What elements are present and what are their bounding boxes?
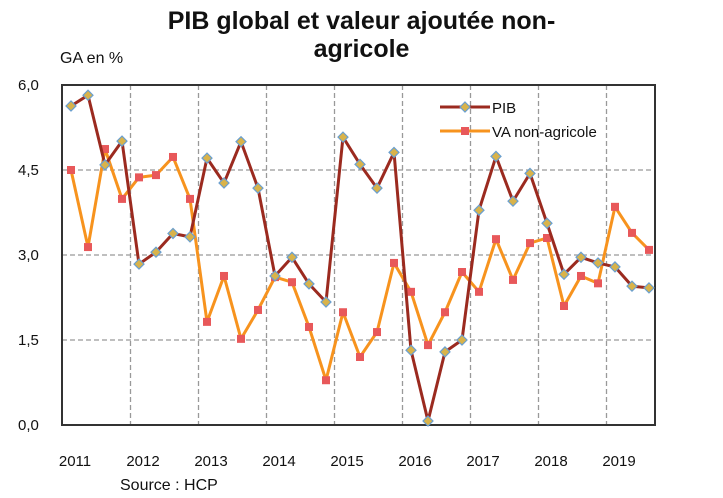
data-point-va — [560, 302, 568, 310]
data-point-pib — [252, 182, 264, 194]
data-point-va — [628, 228, 636, 237]
data-point-va — [237, 334, 245, 343]
data-point-pib — [65, 100, 77, 112]
data-point-va — [339, 308, 347, 317]
x-tick-label: 2011 — [59, 453, 91, 470]
data-point-pib — [167, 227, 179, 240]
data-point-pib — [303, 278, 315, 290]
data-point-va — [424, 341, 432, 350]
data-point-pib — [337, 131, 349, 143]
data-point-va — [509, 275, 517, 284]
data-point-pib — [201, 152, 213, 164]
data-point-va — [390, 258, 398, 267]
data-point-pib — [218, 177, 230, 189]
data-point-va — [594, 279, 602, 288]
data-point-pib — [592, 257, 604, 269]
data-point-va — [356, 353, 364, 361]
data-point-va — [135, 173, 143, 182]
data-point-pib — [99, 159, 111, 171]
y-axis-label: GA en % — [60, 50, 124, 67]
x-tick-label: 2013 — [194, 453, 227, 470]
data-point-va — [543, 234, 551, 242]
data-point-pib — [456, 334, 468, 346]
data-point-pib — [558, 268, 570, 281]
y-tick-label: 0,0 — [18, 417, 39, 434]
data-point-pib — [354, 158, 366, 171]
y-tick-label: 6,0 — [18, 77, 39, 94]
data-point-va — [186, 194, 194, 203]
data-point-va — [220, 271, 228, 280]
data-point-va — [407, 287, 415, 296]
data-point-va — [118, 194, 126, 203]
data-point-pib — [133, 258, 145, 270]
data-point-pib — [422, 415, 434, 427]
data-point-pib — [490, 150, 502, 163]
x-tick-label: 2016 — [398, 453, 431, 470]
legend-marker — [459, 101, 471, 113]
chart-title-line2: agricole — [313, 35, 410, 63]
data-point-va — [288, 278, 296, 287]
data-point-va — [373, 328, 381, 337]
legend-label: PIB — [492, 100, 516, 117]
data-point-va — [526, 239, 534, 248]
data-point-va — [152, 171, 160, 180]
data-point-va — [475, 287, 483, 296]
series-line-pib — [70, 93, 650, 423]
data-point-va — [254, 305, 262, 314]
data-point-va — [305, 322, 313, 331]
legend-label: VA non-agricole — [492, 124, 597, 141]
data-point-va — [577, 271, 585, 280]
x-tick-label: 2018 — [534, 453, 567, 470]
data-point-pib — [150, 246, 162, 259]
data-point-pib — [286, 251, 298, 264]
data-point-pib — [184, 231, 196, 243]
data-point-va — [492, 235, 500, 244]
data-point-pib — [388, 146, 400, 159]
data-point-va — [611, 202, 619, 211]
data-point-pib — [643, 282, 655, 294]
data-point-va — [458, 268, 466, 276]
data-point-pib — [507, 195, 519, 208]
data-point-pib — [524, 167, 536, 180]
data-point-va — [203, 317, 211, 326]
data-point-pib — [235, 135, 247, 148]
x-tick-label: 2017 — [466, 453, 499, 470]
data-point-pib — [609, 261, 621, 273]
data-point-pib — [320, 296, 332, 308]
legend-marker — [461, 127, 469, 135]
data-point-va — [441, 308, 449, 317]
data-point-pib — [575, 251, 587, 264]
data-point-va — [169, 152, 177, 161]
data-point-va — [101, 145, 109, 154]
data-point-va — [645, 245, 653, 254]
data-point-va — [67, 166, 75, 174]
y-tick-label: 4,5 — [18, 162, 39, 179]
x-tick-label: 2019 — [602, 453, 635, 470]
data-point-pib — [626, 280, 638, 293]
data-point-pib — [473, 204, 485, 217]
data-point-pib — [116, 135, 128, 147]
source-note: Source : HCP — [120, 477, 218, 494]
x-tick-label: 2015 — [330, 453, 363, 470]
data-point-pib — [82, 89, 94, 102]
data-point-pib — [405, 344, 417, 357]
data-point-pib — [269, 270, 281, 282]
data-point-pib — [371, 182, 383, 194]
plot-border — [61, 84, 656, 426]
y-tick-label: 1,5 — [18, 332, 39, 349]
data-point-pib — [439, 346, 451, 358]
y-tick-label: 3,0 — [18, 247, 39, 264]
data-point-va — [322, 376, 330, 385]
data-point-pib — [541, 217, 553, 230]
x-tick-label: 2014 — [262, 453, 295, 470]
x-tick-label: 2012 — [126, 453, 159, 470]
data-point-va — [84, 243, 92, 252]
chart-title-line1: PIB global et valeur ajoutée non- — [167, 7, 556, 35]
